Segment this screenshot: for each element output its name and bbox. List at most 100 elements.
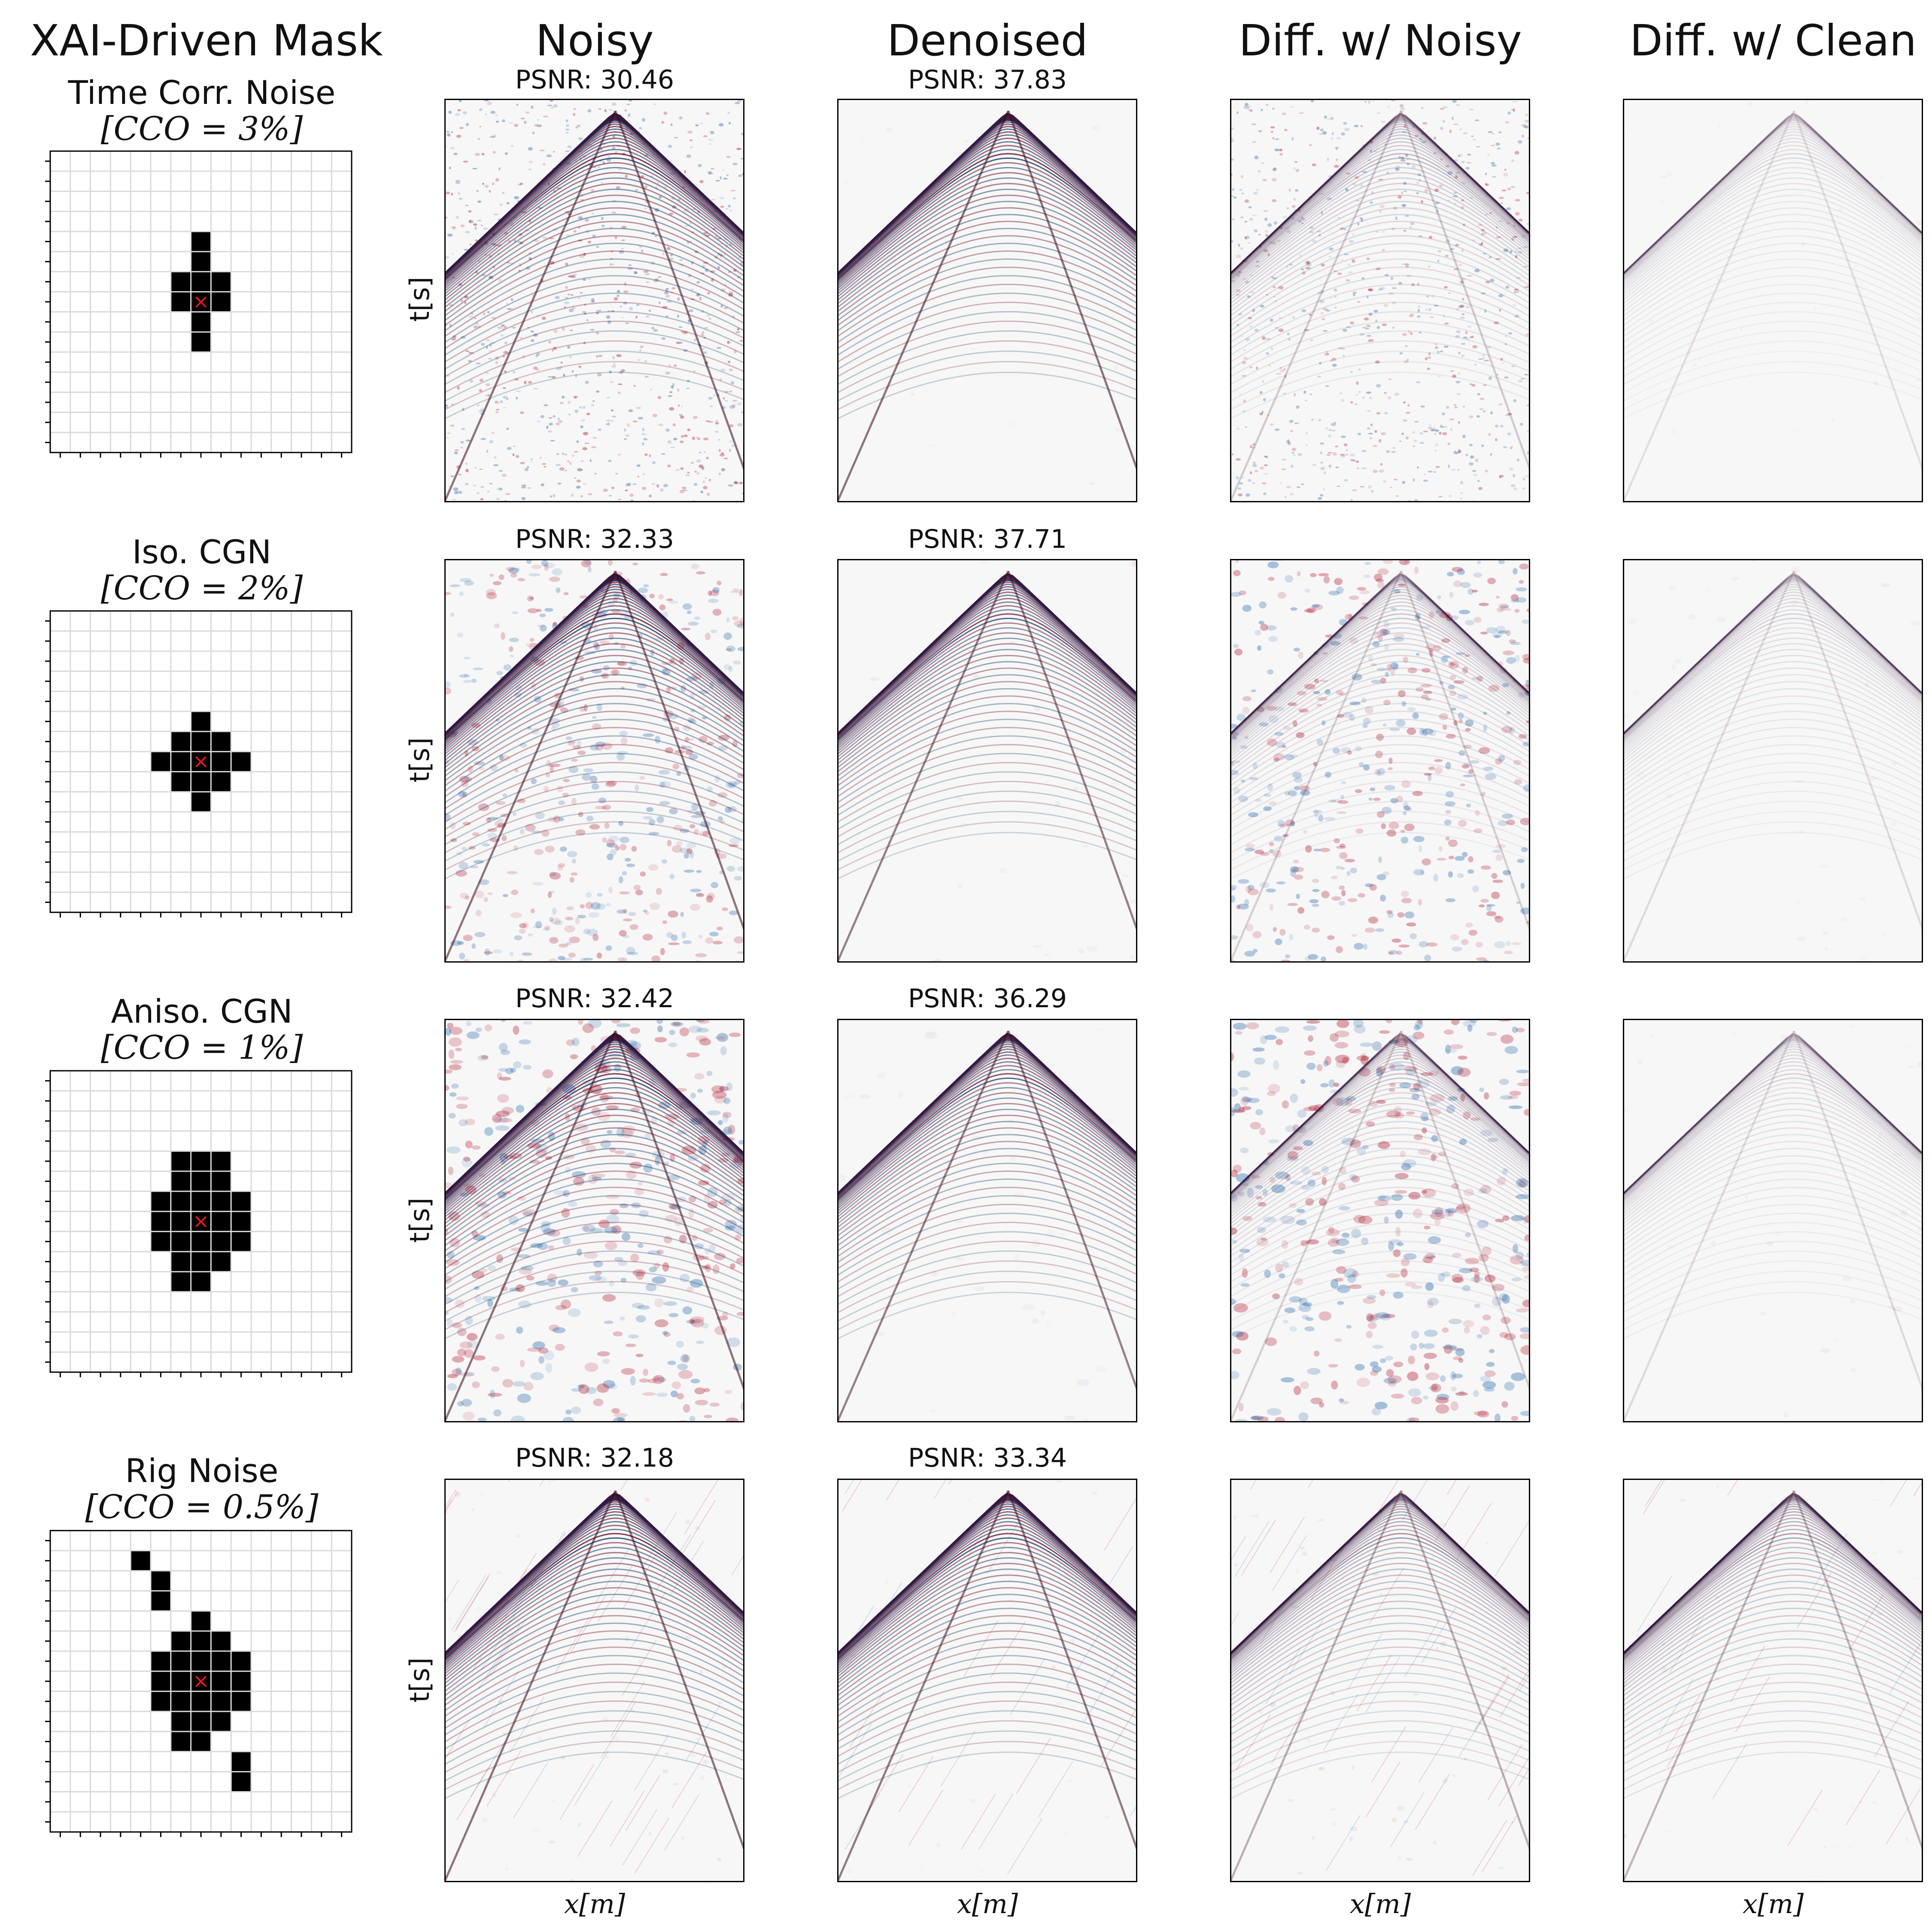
noise-blob [1417,466,1419,469]
noise-blob [1008,641,1016,644]
noise-blob [1474,269,1480,273]
noise-blob [649,454,651,458]
noise-blob [1252,141,1257,143]
noise-blob [526,643,537,647]
noise-blob [723,1127,732,1135]
noise-blob [1380,204,1385,208]
noise-blob [1791,567,1801,573]
noise-blob [478,410,483,413]
noise-blob [1307,1179,1316,1187]
noise-blob [1435,1404,1449,1414]
noise-blob [1469,444,1473,447]
noise-blob [1321,956,1326,962]
noise-blob [1472,335,1474,338]
seismic-event [1230,258,1529,332]
noise-blob [500,400,503,404]
noise-blob [1290,869,1296,877]
noise-blob [1362,326,1367,329]
noise-blob [517,1196,526,1201]
noise-blob [705,477,707,479]
noise-blob [547,105,553,106]
psnr-value: 37.71 [993,524,1067,554]
seismic-event [1230,1270,1529,1322]
noise-blob [465,295,468,298]
noise-blob [688,1208,694,1218]
noise-blob [1244,236,1247,240]
noise-blob [1484,1092,1489,1100]
seismic-event [837,149,1137,279]
noise-blob [696,459,702,463]
noise-blob [1525,374,1530,376]
noise-blob [1523,658,1530,664]
noise-blob [538,1347,549,1354]
noise-blob [1266,706,1277,711]
noise-blob [1320,312,1324,315]
noise-blob [1452,1348,1464,1352]
noise-blob [737,1207,744,1211]
noise-blob [471,1145,481,1150]
noise-blob [1452,567,1463,572]
noise-blob [573,395,579,398]
noise-blob [447,134,452,137]
seismic-event [1230,149,1530,279]
noise-blob [1327,1238,1340,1247]
noise-blob [606,839,615,847]
noise-blob [1357,1148,1366,1155]
noise-blob [446,131,450,133]
noise-blob [603,665,610,671]
seismic-event [444,141,744,277]
noise-blob [1362,724,1368,728]
seismic-event [1623,137,1923,277]
seismic-event [837,214,1136,305]
noise-blob [505,1068,514,1075]
noise-blob [1344,479,1348,482]
noise-blob [700,310,705,313]
noise-blob [465,895,470,900]
noise-blob [1628,618,1637,625]
noise-blob [717,347,721,349]
seismic-event [837,1163,1136,1242]
noise-blob [1271,1184,1285,1193]
noise-blob [459,591,464,596]
noise-blob [1294,777,1303,783]
noise-blob [547,1279,556,1287]
noise-blob [1421,140,1427,143]
noise-blob [1506,629,1511,636]
noise-blob [1120,747,1127,753]
noise-blob [1380,463,1383,466]
noise-blob [487,1393,502,1397]
noise-blob [1431,1135,1438,1142]
noise-blob [1256,1238,1269,1246]
noise-blob [696,281,700,284]
noise-blob [1387,664,1392,671]
noise-blob [1456,453,1458,455]
mask-cell [191,1691,211,1712]
noise-blob [506,427,509,430]
noise-blob [445,375,451,377]
noise-blob [668,1119,675,1127]
noise-blob [553,346,557,350]
noise-blob [1485,195,1488,197]
noise-blob [1244,221,1248,222]
noise-blob [1319,133,1323,135]
noise-blob [1364,562,1371,565]
noise-blob [1303,1302,1312,1306]
noise-blob [859,1094,871,1099]
seismic-event [444,1212,744,1276]
noise-blob [579,194,584,196]
noise-blob [591,446,597,448]
noise-blob [1433,471,1437,473]
noise-blob [1385,671,1389,677]
noise-blob [1462,852,1468,857]
noise-blob [531,830,542,834]
noise-blob [1272,1293,1280,1300]
noise-blob [1400,107,1405,111]
noise-blob [493,949,503,954]
noise-blob [1306,608,1316,614]
noise-blob [1322,131,1327,135]
noise-blob [591,404,594,407]
seismic-event [1230,581,1530,735]
noise-blob [1513,108,1515,112]
noise-blob [1434,759,1443,762]
noise-blob [537,1242,548,1250]
